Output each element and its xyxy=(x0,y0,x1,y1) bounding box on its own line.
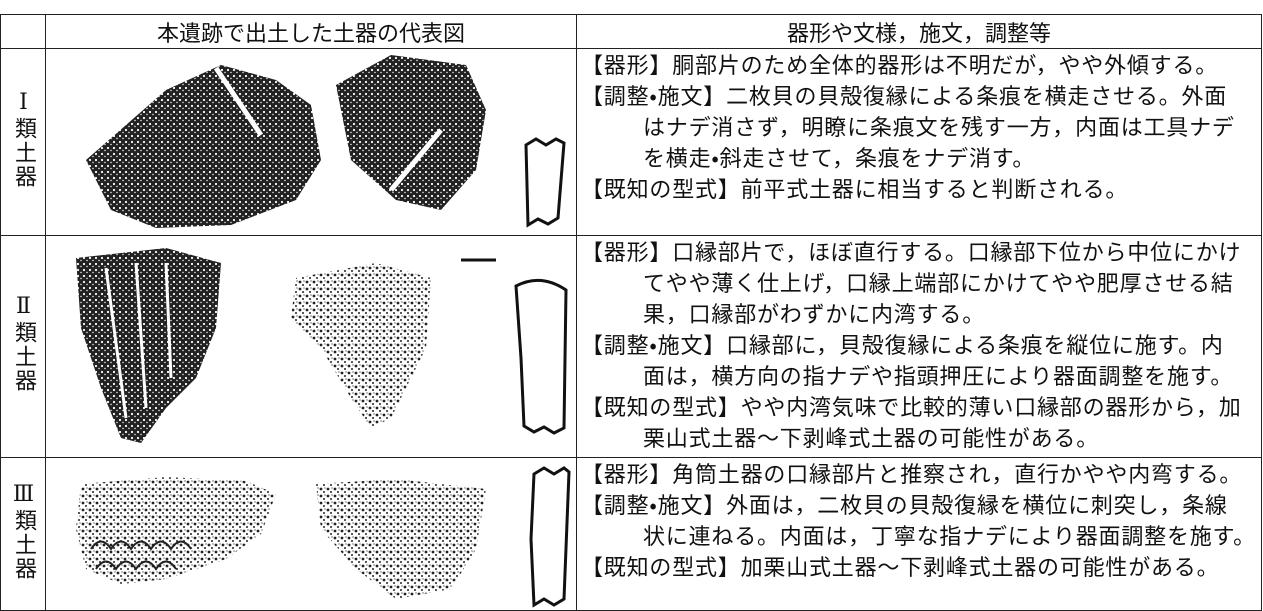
row: Ⅲ類土器 【器形】角筒土器の口縁部片と推察され，直行かやや内弯する。 【調整・施文… xyxy=(0,457,1262,611)
description-line: 状に連ねる。内面は，丁寧な指ナデにより器面調整を施す。 xyxy=(643,525,1256,550)
row-label-cell: Ⅱ類土器 xyxy=(0,235,46,458)
row: Ⅱ類土器 【器形】口縁部片で，ほぼ直行する。口縁部下位から中位にかけてやや薄く仕… xyxy=(0,235,1262,458)
description-line: 【調整・施文】口縁部に，貝殻復縁による条痕を縦位に施す。内 xyxy=(581,334,1224,359)
classification-table: 本遺跡で出土した土器の代表図 器形や文様，施文，調整等 Ⅰ類土器 【器形】胴部片… xyxy=(0,14,1262,611)
row-label-cell: Ⅰ類土器 xyxy=(0,48,46,236)
column-header: 器形や文様，施文，調整等 xyxy=(576,14,1262,49)
description-line: 【既知の型式】前平式土器に相当すると判断される。 xyxy=(581,178,1129,203)
description-line: 【器形】口縁部片で，ほぼ直行する。口縁部下位から中位にかけ xyxy=(581,241,1242,266)
description-cell: 【器形】角筒土器の口縁部片と推察され，直行かやや内弯する。 【調整・施文】外面は，… xyxy=(576,457,1262,611)
description-line: 【調整・施文】二枚貝の貝殻復縁による条痕を横走させる。外面 xyxy=(581,85,1228,110)
description-line: 栗山式土器～下剥峰式土器の可能性がある。 xyxy=(643,427,1100,452)
column-header: 本遺跡で出土した土器の代表図 xyxy=(45,14,577,49)
description-line: 【器形】角筒土器の口縁部片と推察され，直行かやや内弯する。 xyxy=(581,463,1243,488)
sherd-drawing xyxy=(76,247,568,443)
description-cell: 【器形】胴部片のため全体的器形は不明だが，やや外傾する。 【調整・施文】二枚貝の貝… xyxy=(576,48,1262,236)
description-line: てやや薄く仕上げ，口縁上端部にかけてやや肥厚させる結 xyxy=(643,272,1234,297)
description-line: を横走・斜走させて，条痕をナデ消す。 xyxy=(643,147,1036,172)
row: Ⅰ類土器 【器形】胴部片のため全体的器形は不明だが，やや外傾する。 【調整・施文】… xyxy=(0,48,1262,236)
row-label: Ⅱ類土器 xyxy=(11,294,36,393)
description-line: 果，口縁部がわずかに内湾する。 xyxy=(643,303,986,328)
description-cell: 【器形】口縁部片で，ほぼ直行する。口縁部下位から中位にかけてやや薄く仕上げ，口縁… xyxy=(576,235,1262,458)
header-row: 本遺跡で出土した土器の代表図 器形や文様，施文，調整等 xyxy=(0,14,1262,49)
image-cell xyxy=(45,235,577,458)
description-line: 面は，横方向の指ナデや指頭押圧により器面調整を施す。 xyxy=(643,365,1234,390)
row-label-cell: Ⅲ類土器 xyxy=(0,457,46,611)
sherd-drawing xyxy=(86,54,566,228)
image-cell xyxy=(45,457,577,611)
row-label: Ⅰ類土器 xyxy=(11,89,36,189)
description-line: 【既知の型式】加栗山式土器～下剥峰式土器の可能性がある。 xyxy=(581,556,1220,581)
row-label: Ⅲ類土器 xyxy=(11,481,36,581)
description-line: はナデ消さず，明瞭に条痕文を残す一方，内面は工具ナデ xyxy=(643,116,1235,141)
corner-cell xyxy=(0,14,46,49)
image-cell xyxy=(45,48,577,236)
description-line: 【既知の型式】やや内湾気味で比較的薄い口縁部の器形から，加 xyxy=(581,396,1242,421)
description-line: 【器形】胴部片のため全体的器形は不明だが，やや外傾する。 xyxy=(581,54,1219,79)
sherd-drawing xyxy=(76,465,571,608)
description-line: 【調整・施文】外面は，二枚貝の貝殻復縁を横位に刺突し，条線 xyxy=(581,494,1228,519)
